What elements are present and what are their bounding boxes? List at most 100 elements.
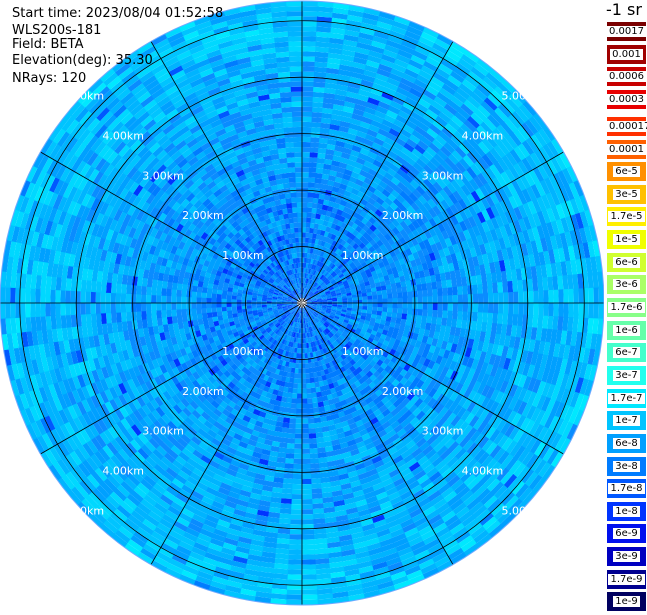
heatmap-cell [362, 296, 367, 300]
heatmap-cell [288, 423, 295, 429]
heatmap-cell [302, 82, 314, 87]
heatmap-cell [313, 92, 325, 98]
heatmap-cell [284, 463, 294, 469]
heatmap-cell [278, 518, 291, 524]
heatmap-cell [296, 398, 302, 403]
heatmap-cell [299, 348, 302, 353]
heatmap-cell [295, 429, 302, 434]
heatmap-cell [402, 308, 407, 314]
heatmap-cell [527, 279, 533, 292]
heatmap-cell [578, 288, 583, 304]
heatmap-cell [288, 549, 302, 554]
heatmap-cell [403, 303, 408, 309]
heatmap-cell [548, 290, 553, 304]
heatmap-cell [408, 303, 413, 309]
heatmap-cell [301, 454, 310, 459]
heatmap-cell [308, 428, 316, 434]
heatmap-cell [314, 422, 322, 428]
heatmap-cell [307, 202, 313, 207]
heatmap-cell [302, 207, 307, 212]
heatmap-cell [291, 494, 302, 499]
heatmap-cell [302, 197, 308, 202]
heatmap-cell [397, 308, 402, 314]
heatmap-cell [313, 82, 326, 88]
heatmap-cell [407, 309, 413, 315]
heatmap-cell [532, 278, 538, 292]
heatmap-cell [302, 117, 312, 122]
heatmap-cell [467, 312, 473, 322]
heatmap-cell [442, 288, 448, 296]
heatmap-cell [532, 315, 538, 329]
heatmap-cell [307, 403, 313, 408]
heatmap-cell [401, 286, 407, 292]
heatmap-cell [443, 295, 448, 303]
heatmap-cell [302, 212, 307, 217]
heatmap-cell [392, 308, 397, 314]
heatmap-cell [292, 479, 302, 484]
heatmap-cell [436, 281, 442, 289]
heatmap-cell [310, 473, 320, 479]
heatmap-cell [462, 286, 468, 296]
heatmap-cell [314, 72, 327, 78]
heatmap-cell [447, 311, 453, 320]
heatmap-cell [417, 309, 423, 316]
heatmap-cell [293, 454, 302, 459]
heatmap-cell [599, 287, 604, 304]
heatmap-cell [301, 595, 318, 600]
heatmap-cell [312, 402, 318, 408]
heatmap-cell [302, 112, 313, 117]
heatmap-cell [372, 295, 377, 299]
heatmap-cell [403, 297, 408, 303]
heatmap-cell [302, 162, 310, 167]
heatmap-cell [313, 533, 327, 539]
heatmap-cell [309, 157, 317, 163]
heatmap-cell [443, 303, 448, 311]
heatmap-cell [478, 303, 483, 313]
heatmap-cell [387, 298, 392, 303]
heatmap-cell [290, 519, 302, 524]
heatmap-cell [392, 303, 397, 308]
heatmap-cell [302, 182, 309, 187]
heatmap-cell [427, 310, 433, 318]
heatmap-cell [302, 222, 307, 227]
heatmap-cell [492, 313, 498, 324]
heatmap-cell [377, 295, 382, 300]
heatmap-cell [311, 498, 323, 504]
heatmap-cell [302, 107, 313, 112]
heatmap-cell [282, 483, 293, 489]
heatmap-cell [301, 439, 309, 444]
heatmap-cell [301, 529, 314, 534]
heatmap-cell [279, 508, 291, 514]
heatmap-cell [302, 228, 306, 233]
heatmap-cell [285, 458, 294, 464]
heatmap-cell [302, 41, 317, 46]
heatmap-cell [302, 36, 317, 41]
heatmap-cell [558, 289, 563, 304]
heatmap-cell [367, 303, 372, 307]
heatmap-cell [280, 498, 292, 504]
heatmap-cell [307, 408, 313, 413]
heatmap-cell [301, 484, 311, 489]
heatmap-cell [418, 297, 423, 304]
heatmap-cell [302, 172, 309, 177]
heatmap-cell [347, 303, 352, 306]
heatmap-cell [448, 295, 453, 304]
heatmap-cell [304, 348, 307, 353]
heatmap-cell [453, 295, 458, 304]
heatmap-cell [301, 514, 313, 519]
heatmap-cell [438, 303, 443, 311]
heatmap-cell [447, 287, 453, 296]
heatmap-cell [431, 282, 437, 290]
heatmap-cell [310, 142, 319, 148]
heatmap-cell [468, 294, 473, 304]
heatmap-cell [301, 489, 312, 494]
heatmap-cell [302, 157, 310, 162]
heatmap-cell [287, 433, 295, 439]
heatmap-cell [302, 192, 308, 197]
heatmap-cell [458, 303, 463, 312]
heatmap-cell [311, 493, 322, 499]
heatmap-cell [285, 594, 302, 599]
heatmap-cell [472, 312, 478, 322]
heatmap-cell [302, 132, 312, 137]
heatmap-cell [306, 393, 312, 398]
